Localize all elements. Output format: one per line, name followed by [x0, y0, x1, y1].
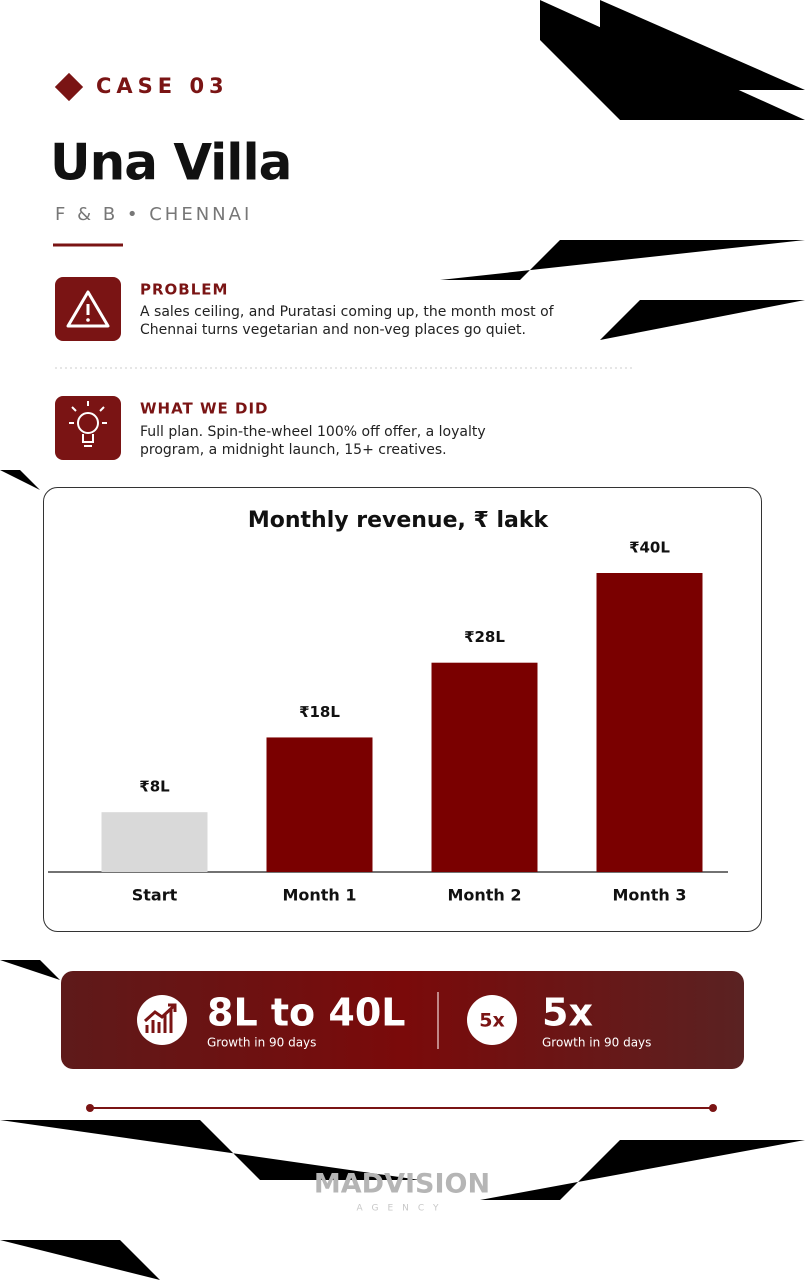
- chart-frame: [43, 487, 762, 932]
- warning-icon: [66, 290, 110, 328]
- bulb-icon: [77, 412, 99, 434]
- footer-dot: [709, 1104, 717, 1112]
- section-text: Full plan. Spin-the-wheel 100% off offer…: [140, 424, 486, 440]
- stats-banner: [61, 971, 744, 1069]
- x-tick-label: Start: [132, 886, 178, 905]
- value-label: ₹28L: [464, 628, 505, 646]
- warning-dot: [86, 318, 90, 322]
- footer-dot: [86, 1104, 94, 1112]
- x-tick-label: Month 1: [282, 886, 356, 905]
- x-tick-label: Month 3: [612, 886, 686, 905]
- x-tick-label: Month 2: [447, 886, 521, 905]
- section-heading: WHAT WE DID: [140, 400, 269, 418]
- bar: [596, 573, 703, 872]
- value-label: ₹8L: [139, 778, 170, 796]
- stat-caption: Growth in 90 days: [542, 1036, 651, 1050]
- chart-title: Monthly revenue, ₹ lakk: [248, 508, 550, 533]
- subtitle: F & B • CHENNAI: [55, 204, 252, 225]
- section-text: A sales ceiling, and Puratasi coming up,…: [140, 304, 555, 320]
- value-label: ₹40L: [629, 539, 670, 557]
- brand-tagline: AGENCY: [356, 1204, 447, 1214]
- diamond: [54, 72, 84, 102]
- bar: [431, 662, 538, 872]
- plot: ₹8L Start ₹18L Month 1 ₹28L Month 2 ₹40L Month …: [101, 539, 703, 905]
- stat-value: 8L to 40L: [207, 991, 405, 1035]
- section-text: program, a midnight launch, 15+ creative…: [140, 442, 447, 458]
- badge: [467, 995, 517, 1045]
- value-label: ₹18L: [299, 703, 340, 721]
- title: Una Villa: [50, 134, 291, 192]
- growth-glyph: [143, 1003, 177, 1033]
- bar: [266, 737, 373, 872]
- badge-text: 5x: [479, 1010, 504, 1032]
- section-heading: PROBLEM: [140, 281, 228, 299]
- idea-icon: [55, 396, 121, 460]
- stat-caption: Growth in 90 days: [207, 1036, 316, 1050]
- section-text: Chennai turns vegetarian and non-veg pla…: [140, 322, 526, 338]
- case-label: CASE 03: [96, 74, 229, 98]
- stat-value: 5x: [542, 991, 593, 1035]
- brand: MADVISION: [314, 1169, 490, 1200]
- bar: [101, 812, 208, 872]
- bulb-rays: [69, 401, 107, 447]
